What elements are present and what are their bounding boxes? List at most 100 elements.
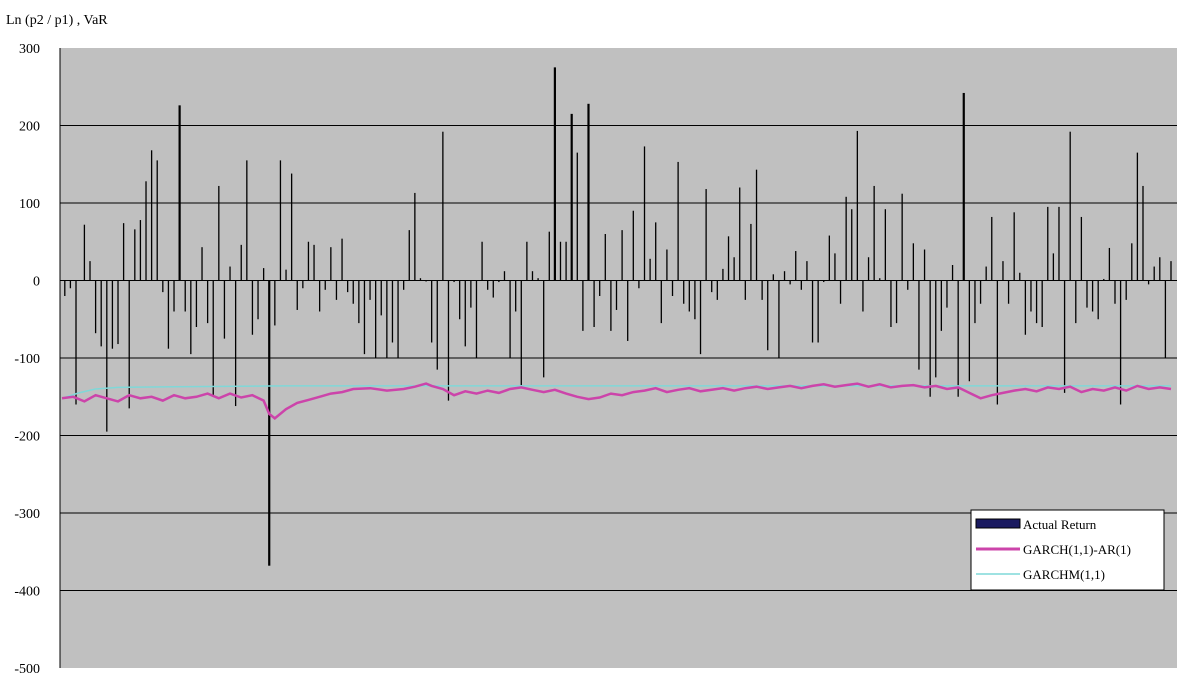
actual-return-bar <box>223 280 226 339</box>
actual-return-bar <box>867 257 870 281</box>
actual-return-bar <box>431 280 433 343</box>
actual-return-bar <box>582 280 584 331</box>
actual-return-bar <box>212 280 214 397</box>
actual-return-bar <box>257 280 259 320</box>
actual-return-bar <box>688 280 690 312</box>
actual-return-bar <box>985 266 987 281</box>
actual-return-bar <box>313 244 315 281</box>
actual-return-bar <box>655 222 657 281</box>
actual-return-bar <box>660 280 662 324</box>
actual-return-bar <box>1080 216 1083 281</box>
actual-return-bar <box>234 280 237 407</box>
actual-return-bar <box>1108 247 1111 281</box>
actual-return-bar <box>755 169 758 281</box>
actual-return-bar <box>711 280 713 293</box>
actual-return-bar <box>509 280 511 358</box>
actual-return-bar <box>134 229 136 281</box>
actual-return-bar <box>643 146 646 281</box>
actual-return-bar <box>352 280 354 304</box>
legend: Actual Return GARCH(1,1)-AR(1) GARCHM(1,… <box>970 509 1165 591</box>
actual-return-bar <box>1058 206 1060 281</box>
actual-return-bar <box>167 280 170 349</box>
actual-return-bar <box>733 257 735 281</box>
actual-return-bar <box>907 280 909 290</box>
actual-return-bar <box>156 160 158 281</box>
actual-return-bar <box>75 280 77 405</box>
actual-return-bar <box>1024 280 1027 335</box>
actual-return-bar <box>162 280 164 293</box>
actual-return-bar <box>565 241 567 281</box>
actual-return-bar <box>722 268 724 281</box>
actual-return-bar <box>1097 280 1099 320</box>
actual-return-bar <box>262 268 265 281</box>
actual-return-bar <box>1052 253 1055 281</box>
actual-return-bar <box>145 181 147 281</box>
actual-return-bar <box>128 280 130 409</box>
actual-return-bar <box>559 241 562 281</box>
actual-return-bar <box>375 280 377 358</box>
legend-swatch-actual-return <box>975 518 1021 529</box>
actual-return-bar <box>1159 257 1161 281</box>
actual-return-bar <box>979 280 982 304</box>
y-tick-label: -100 <box>14 352 40 367</box>
actual-return-bar <box>694 280 696 320</box>
actual-return-bar <box>1041 280 1043 327</box>
actual-return-bar <box>1075 280 1077 324</box>
actual-return-bar <box>139 220 142 281</box>
actual-return-bar <box>218 185 220 281</box>
actual-return-bar <box>873 185 875 281</box>
actual-return-bar <box>481 241 483 281</box>
actual-return-bar <box>800 280 802 290</box>
actual-return-bar <box>929 280 931 397</box>
actual-return-bar <box>335 280 338 300</box>
actual-return-bar <box>912 243 915 281</box>
actual-return-bar <box>901 193 903 281</box>
actual-return-bar <box>89 261 91 281</box>
y-axis-title: Ln (p2 / p1) , VaR <box>6 13 108 28</box>
actual-return-bar <box>100 280 102 347</box>
actual-return-bar <box>935 280 937 378</box>
actual-return-bar <box>397 280 399 358</box>
actual-return-bar <box>498 280 500 283</box>
actual-return-bar <box>845 196 847 281</box>
actual-return-bar <box>951 265 954 281</box>
y-tick-labels: 300 200 100 0 -100 -200 -300 -400 -500 <box>14 42 40 673</box>
actual-return-bar <box>1063 280 1066 393</box>
actual-return-bar <box>918 280 920 370</box>
actual-return-bar <box>1047 206 1049 281</box>
actual-return-bar <box>767 280 769 351</box>
actual-return-bar <box>464 280 466 347</box>
actual-return-bar <box>229 266 231 281</box>
actual-return-bar <box>117 280 119 345</box>
legend-label-actual-return: Actual Return <box>1023 517 1097 532</box>
actual-return-bar <box>324 280 326 290</box>
actual-return-bar <box>290 173 293 281</box>
actual-return-bar <box>453 280 455 283</box>
actual-return-bar <box>806 261 808 281</box>
actual-return-bar <box>195 280 198 327</box>
actual-return-bar <box>991 216 993 281</box>
actual-return-bar <box>627 280 629 341</box>
y-tick-label: -500 <box>14 662 40 673</box>
actual-return-bar <box>789 280 791 285</box>
actual-return-bar <box>380 280 382 316</box>
actual-return-bar <box>106 280 108 432</box>
actual-return-bar <box>962 92 965 281</box>
actual-return-bar <box>1136 152 1139 281</box>
actual-return-bar <box>811 280 814 343</box>
garchm-line <box>61 385 1171 400</box>
actual-return-bar <box>968 280 971 382</box>
actual-return-bar <box>240 244 242 281</box>
actual-return-bar <box>408 230 410 281</box>
actual-return-bar <box>1125 280 1127 300</box>
actual-return-bar <box>587 103 590 281</box>
actual-return-bar <box>1119 280 1122 405</box>
actual-return-bar <box>996 280 999 405</box>
actual-return-bar <box>419 278 422 281</box>
actual-return-bar <box>363 280 366 355</box>
actual-return-bar <box>1035 280 1038 324</box>
garch-ar-line <box>61 382 1172 421</box>
actual-return-bar <box>699 280 702 355</box>
actual-return-bar <box>884 209 886 281</box>
actual-return-bar <box>1147 280 1150 285</box>
